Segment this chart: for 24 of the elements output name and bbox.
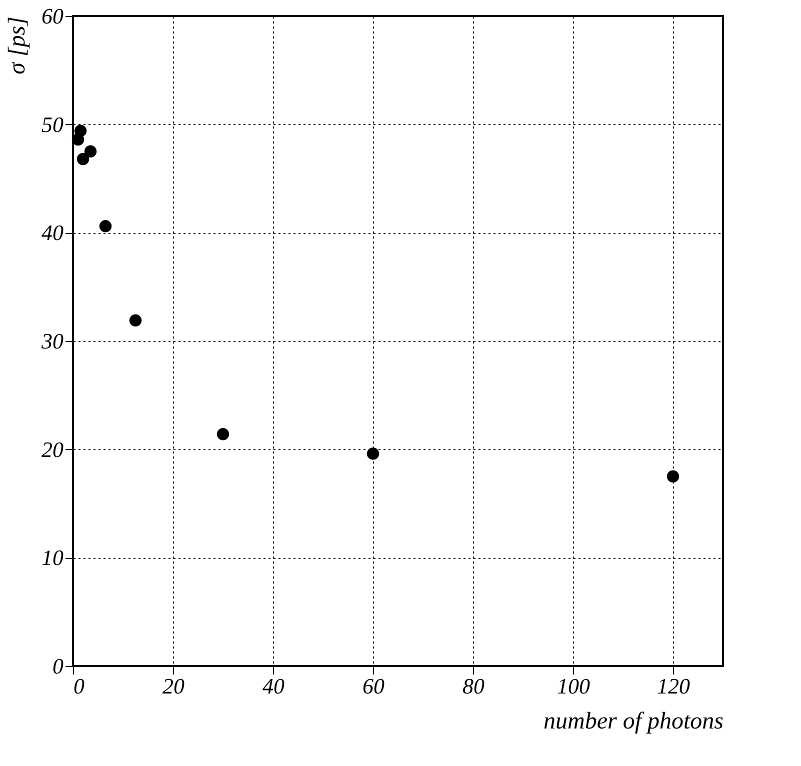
x-tick-label: 100 bbox=[557, 674, 590, 698]
y-tick-label: 0 bbox=[52, 654, 64, 678]
x-axis-title: number of photons bbox=[544, 708, 724, 734]
y-tick-label: 30 bbox=[40, 328, 64, 354]
point bbox=[72, 133, 84, 146]
point bbox=[666, 470, 680, 483]
y-tick-label: 50 bbox=[42, 112, 64, 137]
point bbox=[216, 428, 230, 440]
x-tick-label: 40 bbox=[262, 674, 284, 698]
x-tick-label: 0 bbox=[74, 674, 84, 698]
point bbox=[99, 220, 112, 232]
point bbox=[366, 448, 380, 460]
y-tick-label: 40 bbox=[42, 220, 64, 246]
x-tick-label: 20 bbox=[162, 674, 184, 698]
y-tick-label: 60 bbox=[42, 4, 64, 28]
y-axis-title: σ [ps] bbox=[4, 16, 30, 74]
point bbox=[84, 145, 97, 158]
point bbox=[76, 152, 90, 166]
x-tick-label: 80 bbox=[462, 674, 484, 698]
y-tick-label: 10 bbox=[42, 545, 64, 570]
x-tick-label: 60 bbox=[362, 674, 384, 698]
y-tick-label: 20 bbox=[42, 436, 64, 462]
x-tick-label: 120 bbox=[657, 674, 690, 698]
point bbox=[129, 314, 142, 327]
